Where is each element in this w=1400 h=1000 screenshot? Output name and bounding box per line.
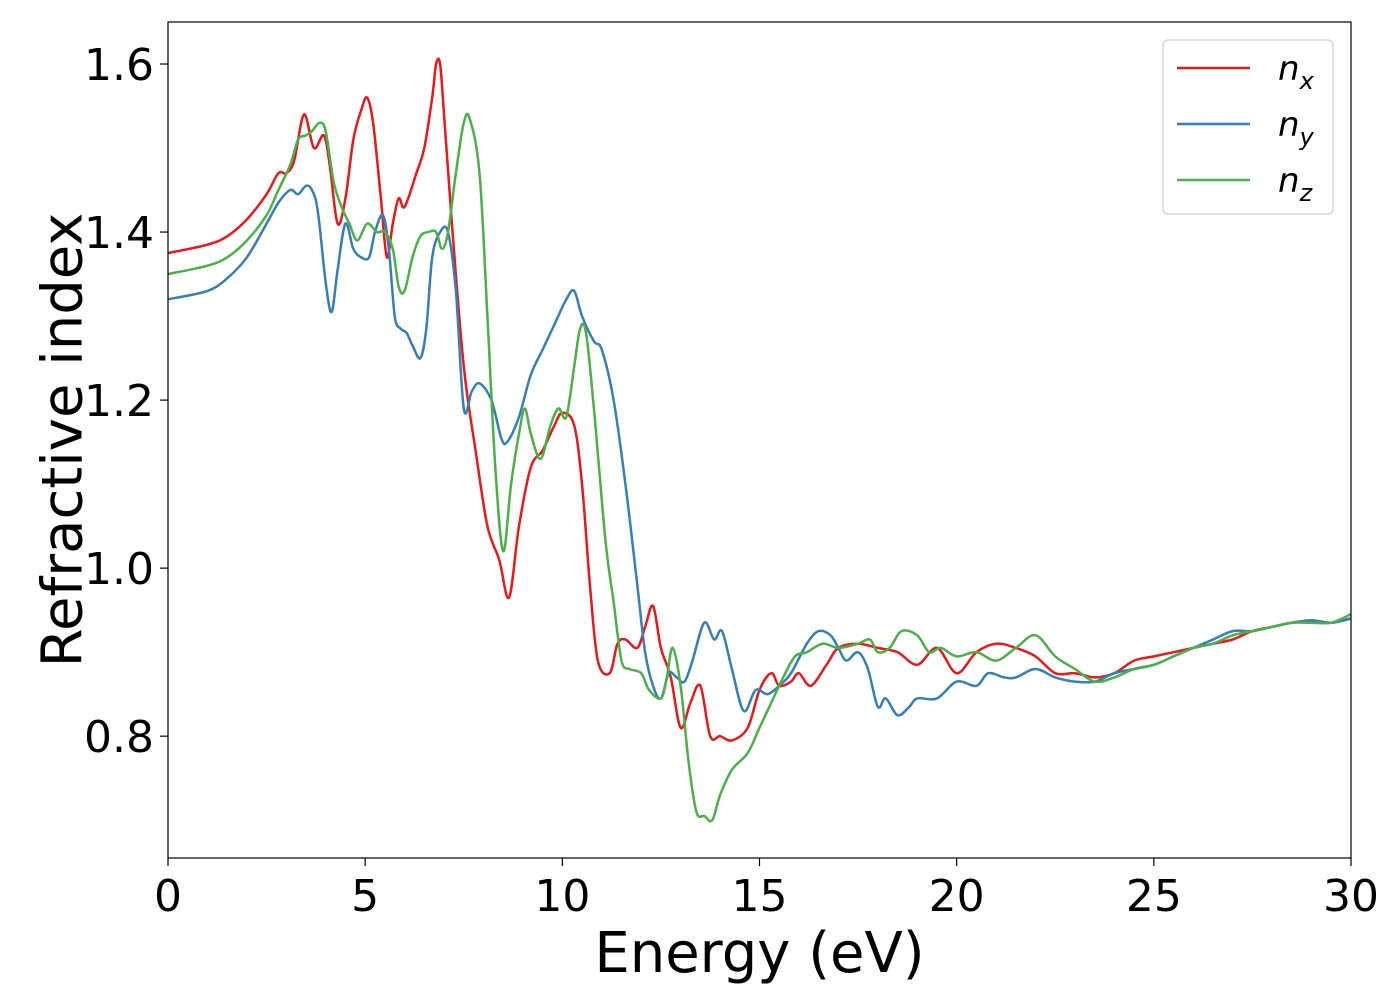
legend-label-z: nz: [1278, 161, 1314, 207]
legend-label-x: nx: [1278, 49, 1315, 95]
legend-label-y: ny: [1278, 105, 1315, 151]
y-tick-label: 0.8: [84, 712, 154, 763]
y-tick-label: 1.4: [84, 208, 154, 259]
y-tick-label: 1.2: [84, 376, 154, 427]
x-tick-label: 10: [534, 871, 590, 922]
y-axis-title: Refractive index: [31, 213, 96, 668]
series-layer: [167, 57, 1352, 823]
x-tick-label: 30: [1323, 871, 1379, 922]
y-axis-ticks: 0.8 1.0 1.2 1.4 1.6: [84, 40, 168, 763]
x-tick-label: 5: [351, 871, 379, 922]
x-tick-label: 20: [929, 871, 985, 922]
series-line-y: [167, 184, 1352, 717]
x-axis-title: Energy (eV): [594, 921, 924, 986]
y-tick-label: 1.0: [84, 544, 154, 595]
x-tick-label: 25: [1126, 871, 1182, 922]
series-line-z: [167, 112, 1352, 823]
legend: nx ny nz: [1162, 39, 1334, 215]
x-tick-label: 0: [154, 871, 182, 922]
x-tick-label: 15: [732, 871, 788, 922]
legend-box: [1162, 39, 1334, 215]
y-tick-label: 1.6: [84, 40, 154, 91]
x-axis-ticks: 0 5 10 15 20 25 30: [154, 858, 1379, 922]
